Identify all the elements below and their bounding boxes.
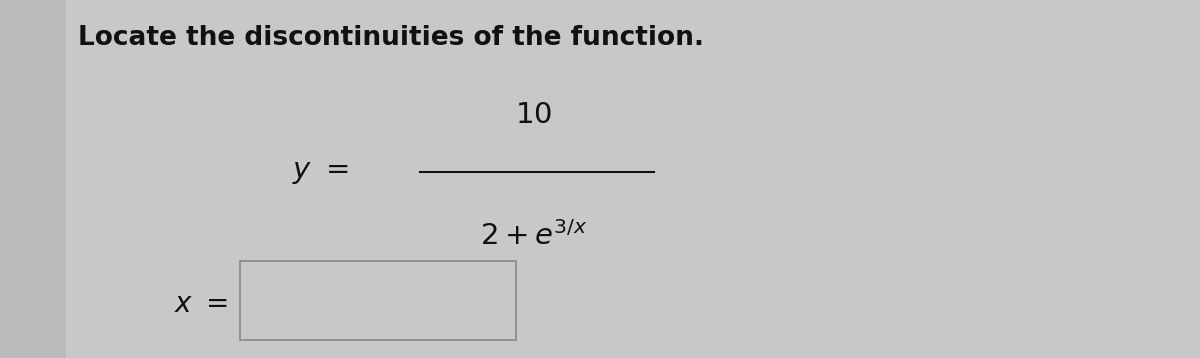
Text: $y\ =$: $y\ =$ (292, 158, 348, 186)
Text: Locate the discontinuities of the function.: Locate the discontinuities of the functi… (78, 25, 704, 51)
Text: $2+e^{3/x}$: $2+e^{3/x}$ (480, 221, 588, 251)
Text: $10$: $10$ (516, 101, 552, 129)
Text: $x\ =$: $x\ =$ (174, 290, 228, 318)
FancyBboxPatch shape (0, 0, 66, 358)
FancyBboxPatch shape (240, 261, 516, 340)
